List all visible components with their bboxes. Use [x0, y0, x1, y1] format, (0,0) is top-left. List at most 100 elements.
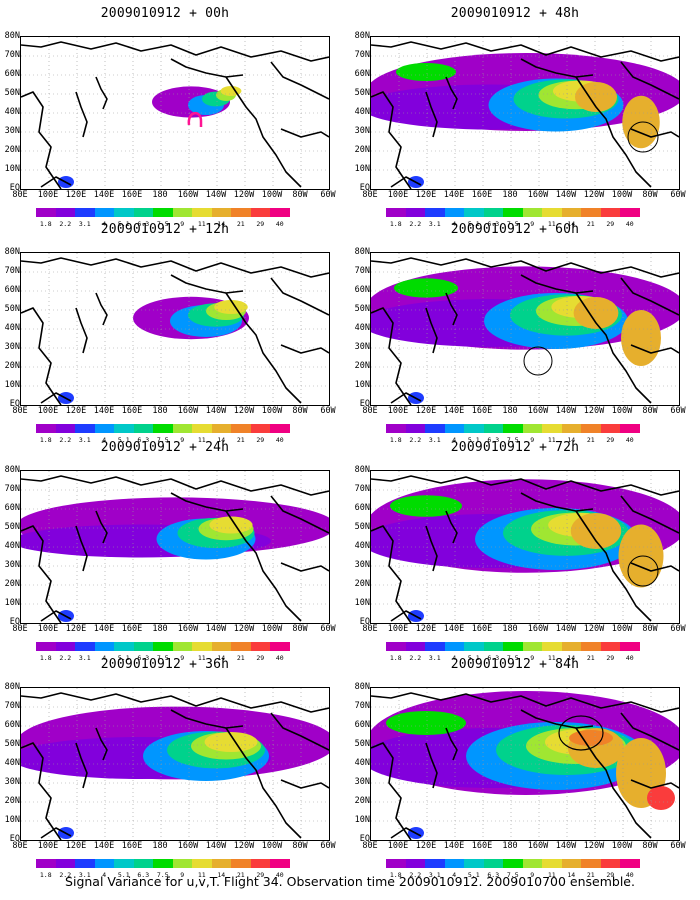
colorbar-label: 2.2: [409, 220, 422, 228]
colorbar-label: 4: [102, 220, 107, 228]
colorbar-swatch: [600, 859, 620, 868]
map-plot-area: [370, 470, 680, 624]
latitude-label: 50N: [354, 522, 370, 532]
panel-title: 2009010912 + 12h: [100, 222, 230, 237]
colorbar-swatch: [192, 642, 212, 651]
longitude-label: 180: [502, 624, 518, 634]
coastline: [270, 277, 329, 316]
coastline: [620, 495, 679, 534]
longitude-label: 160E: [121, 624, 143, 634]
colorbar-label: 21: [586, 871, 595, 879]
colorbar-label: 21: [586, 220, 595, 228]
colorbar-swatch: [250, 859, 270, 868]
colorbar-label: 21: [586, 654, 595, 662]
latitude-label: 20N: [4, 579, 20, 589]
latitude-label: 50N: [4, 739, 20, 749]
longitude-label: 160E: [121, 406, 143, 416]
colorbar-label: 1.8: [39, 654, 52, 662]
colorbar-label: 9: [180, 871, 185, 879]
colorbar-swatch: [542, 208, 562, 217]
observation-circle: [523, 346, 553, 376]
variance-shading: [204, 732, 258, 752]
colorbar-swatch: [386, 208, 406, 217]
latitude-label: 10N: [354, 815, 370, 825]
colorbar-label: 29: [606, 220, 615, 228]
colorbar-swatch: [483, 424, 503, 433]
colorbar-label: 9: [530, 871, 535, 879]
colorbar-label: 4: [452, 654, 457, 662]
colorbar-swatch: [464, 208, 484, 217]
colorbar-label: 40: [625, 436, 634, 444]
longitude-label: 60W: [320, 406, 336, 416]
observation-circle: [558, 715, 604, 751]
longitude-label: 100W: [261, 406, 283, 416]
observation-circle: [627, 121, 659, 153]
latitude-label: EQ: [9, 183, 20, 193]
coastline: [371, 91, 412, 189]
variance-shading: [647, 786, 675, 810]
longitude-label: 160W: [177, 190, 199, 200]
latitude-label: 40N: [4, 107, 20, 117]
colorbar-swatch: [522, 208, 542, 217]
colorbar-label: 1.8: [39, 220, 52, 228]
colorbar-swatch: [153, 642, 173, 651]
colorbar-swatch: [153, 424, 173, 433]
coastline: [445, 292, 458, 326]
coastline: [425, 742, 438, 789]
latitude-label: 30N: [354, 342, 370, 352]
longitude-label: 80E: [362, 624, 378, 634]
colorbar-swatch: [425, 208, 445, 217]
latitude-label: 80N: [4, 465, 20, 475]
coastline: [280, 562, 329, 572]
colorbar-swatch: [483, 642, 503, 651]
coastline: [371, 692, 679, 713]
colorbar-label: 4: [102, 654, 107, 662]
colorbar-label: 2.2: [409, 871, 422, 879]
colorbar-label: 9: [180, 654, 185, 662]
latitude-label: 50N: [354, 739, 370, 749]
colorbar-label: 7.5: [156, 654, 169, 662]
latitude-label: EQ: [9, 399, 20, 409]
colorbar-label: 40: [275, 654, 284, 662]
colorbar-swatch: [561, 859, 581, 868]
latitude-label: 80N: [354, 465, 370, 475]
latitude-label: EQ: [359, 834, 370, 844]
latitude-label: 30N: [354, 777, 370, 787]
colorbar-label: 14: [567, 436, 576, 444]
latitude-label: 70N: [354, 484, 370, 494]
latitude-label: 80N: [354, 31, 370, 41]
longitude-label: 120E: [415, 406, 437, 416]
coastline: [75, 525, 88, 572]
coastline: [630, 344, 679, 354]
longitude-label: 180: [152, 190, 168, 200]
longitude-label: 100E: [37, 624, 59, 634]
latitude-label: EQ: [359, 183, 370, 193]
colorbar-label: 9: [180, 436, 185, 444]
longitude-label: 80W: [292, 190, 308, 200]
longitude-label: 80W: [642, 624, 658, 634]
latitude-label: 60N: [4, 69, 20, 79]
coastline: [75, 742, 88, 789]
coastline: [371, 525, 412, 623]
longitude-label: 160E: [121, 841, 143, 851]
map-panel: 2009010912 + 36h 80N 70N 60N 50N 40N 30N 20N 10N…: [0, 655, 336, 879]
colorbar-swatch: [270, 208, 290, 217]
longitude-label: 180: [152, 841, 168, 851]
coastline: [390, 827, 422, 839]
colorbar-swatch: [542, 424, 562, 433]
longitude-label: 140E: [443, 624, 465, 634]
coastline: [95, 510, 108, 544]
longitude-label: 160W: [177, 624, 199, 634]
latitude-label: 70N: [4, 484, 20, 494]
longitude-label: 140E: [443, 190, 465, 200]
colorbar-swatch: [600, 208, 620, 217]
latitude-label: 50N: [354, 304, 370, 314]
colorbar-label: 29: [256, 220, 265, 228]
longitude-label: 120E: [415, 841, 437, 851]
coastline: [40, 827, 72, 839]
coastline: [371, 742, 412, 840]
colorbar-swatch: [522, 642, 542, 651]
colorbar-swatch: [94, 642, 114, 651]
coastline: [371, 307, 412, 405]
coastline: [225, 292, 302, 404]
